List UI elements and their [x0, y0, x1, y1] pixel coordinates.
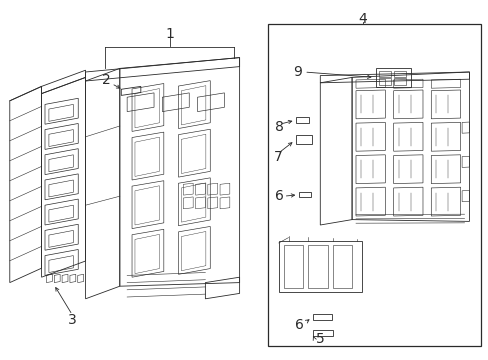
Text: 4: 4	[358, 12, 366, 26]
Bar	[393, 78, 405, 85]
Bar	[379, 78, 390, 85]
Text: 8: 8	[275, 121, 284, 134]
Bar	[379, 71, 390, 77]
Text: 5: 5	[315, 332, 324, 346]
Text: 1: 1	[165, 27, 174, 41]
Text: 2: 2	[102, 73, 111, 87]
Text: 7: 7	[273, 150, 282, 164]
Bar	[267, 24, 480, 346]
Text: 6: 6	[275, 189, 284, 203]
Bar	[393, 71, 405, 77]
Text: 9: 9	[292, 65, 301, 79]
Text: 6: 6	[294, 318, 303, 332]
Text: 3: 3	[68, 313, 77, 327]
